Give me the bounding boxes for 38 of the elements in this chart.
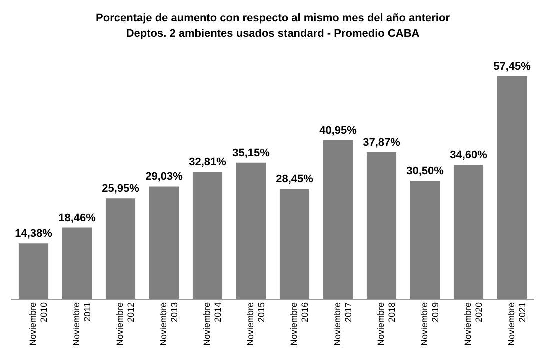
bar xyxy=(497,76,528,300)
data-label: 14,38% xyxy=(15,228,53,240)
data-label: 37,87% xyxy=(363,136,401,149)
data-label: 35,15% xyxy=(232,147,270,160)
x-tick-label: Noviembre 2011 xyxy=(72,302,93,346)
chart-title: Porcentaje de aumento con respecto al mismo mes del año anterior xyxy=(96,12,451,25)
x-tick-label: Noviembre 2020 xyxy=(463,302,484,346)
data-label: 29,03% xyxy=(146,171,184,184)
data-label: 18,46% xyxy=(58,212,96,224)
bar xyxy=(323,140,354,300)
data-label: 40,95% xyxy=(320,124,358,137)
data-label: 30,50% xyxy=(406,166,444,178)
x-tick-label: Noviembre 2010 xyxy=(28,302,50,346)
bar xyxy=(62,228,92,300)
x-tick-label: Noviembre 2018 xyxy=(376,302,398,346)
data-label: 28,45% xyxy=(276,173,314,186)
bar xyxy=(192,172,223,300)
x-tick-label: Noviembre 2019 xyxy=(420,302,441,346)
x-tick-label: Noviembre 2015 xyxy=(246,302,267,346)
x-tick-label: Noviembre 2021 xyxy=(506,302,528,346)
data-label: 32,81% xyxy=(189,156,227,169)
x-tick-label: Noviembre 2016 xyxy=(289,302,310,346)
chart-subtitle: Deptos. 2 ambientes usados standard - Promedio CABA xyxy=(126,28,420,40)
bar xyxy=(149,186,180,300)
x-tick-label: Noviembre 2013 xyxy=(158,302,180,346)
bar xyxy=(106,198,136,300)
data-label: 34,60% xyxy=(450,150,488,162)
bar xyxy=(280,188,310,300)
bar xyxy=(410,181,440,300)
bar xyxy=(366,152,397,300)
bar xyxy=(236,162,266,300)
data-label: 57,45% xyxy=(494,60,532,73)
data-label: 25,95% xyxy=(102,183,140,196)
x-tick-label: Noviembre 2017 xyxy=(332,302,354,346)
bar xyxy=(18,244,49,300)
bar xyxy=(454,165,484,300)
x-tick-label: Noviembre 2012 xyxy=(115,302,136,346)
x-tick-label: Noviembre 2014 xyxy=(202,302,224,346)
